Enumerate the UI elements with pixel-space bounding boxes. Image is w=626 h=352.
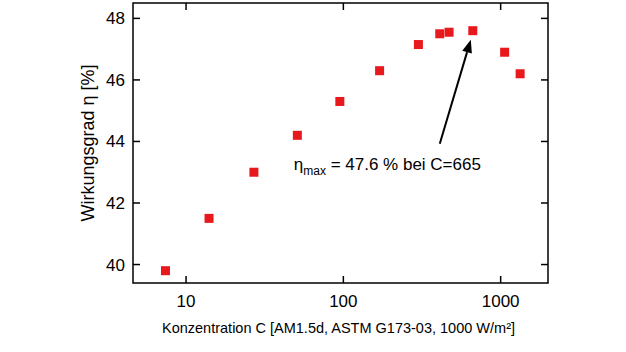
annotation-text: = 47.6 % bei C=665 bbox=[326, 155, 481, 174]
data-point bbox=[335, 97, 344, 106]
x-axis-label: Konzentration C [AM1.5d, ASTM G173-03, 1… bbox=[162, 320, 515, 336]
annotation: ηmax = 47.6 % bei C=665 bbox=[294, 155, 481, 178]
y-tick bbox=[133, 264, 140, 266]
y-tick bbox=[541, 141, 548, 143]
x-tick bbox=[500, 3, 502, 10]
y-tick bbox=[541, 79, 548, 81]
data-point bbox=[468, 26, 477, 35]
plot-frame bbox=[133, 3, 548, 283]
x-tick bbox=[500, 276, 502, 283]
annotation-subscript: max bbox=[303, 164, 326, 178]
y-tick-label: 44 bbox=[106, 132, 125, 151]
annotation-arrowhead bbox=[462, 40, 472, 54]
data-point bbox=[293, 131, 302, 140]
points bbox=[161, 26, 525, 275]
y-tick bbox=[133, 141, 140, 143]
annotation-arrow bbox=[440, 52, 467, 144]
data-point bbox=[205, 214, 214, 223]
data-point bbox=[435, 29, 444, 38]
data-point bbox=[375, 66, 384, 75]
y-tick bbox=[133, 79, 140, 81]
x-tick-label: 1000 bbox=[482, 292, 520, 311]
y-tick bbox=[133, 202, 140, 204]
data-point bbox=[500, 48, 509, 57]
data-point bbox=[249, 168, 258, 177]
x-tick bbox=[185, 276, 187, 283]
data-point bbox=[516, 69, 525, 78]
y-tick bbox=[541, 202, 548, 204]
y-tick-label: 42 bbox=[106, 194, 125, 213]
y-tick bbox=[133, 18, 140, 20]
chart: 40 42 44 46 48 10 100 1000 Konzentration C [AM1.… bbox=[0, 0, 626, 352]
y-tick-label: 40 bbox=[106, 256, 125, 275]
x-tick-label: 10 bbox=[177, 292, 196, 311]
x-tick-label: 100 bbox=[329, 292, 357, 311]
data-point bbox=[161, 266, 170, 275]
y-tick bbox=[541, 18, 548, 20]
data-point bbox=[414, 40, 423, 49]
x-tick bbox=[185, 3, 187, 10]
y-axis-label: Wirkungsgrad η [%] bbox=[78, 64, 98, 221]
x-tick bbox=[343, 3, 345, 10]
y-tick bbox=[541, 264, 548, 266]
data-point bbox=[445, 28, 454, 37]
y-tick-label: 48 bbox=[106, 9, 125, 28]
annotation-symbol: η bbox=[294, 155, 303, 174]
y-tick-label: 46 bbox=[106, 71, 125, 90]
x-tick bbox=[343, 276, 345, 283]
